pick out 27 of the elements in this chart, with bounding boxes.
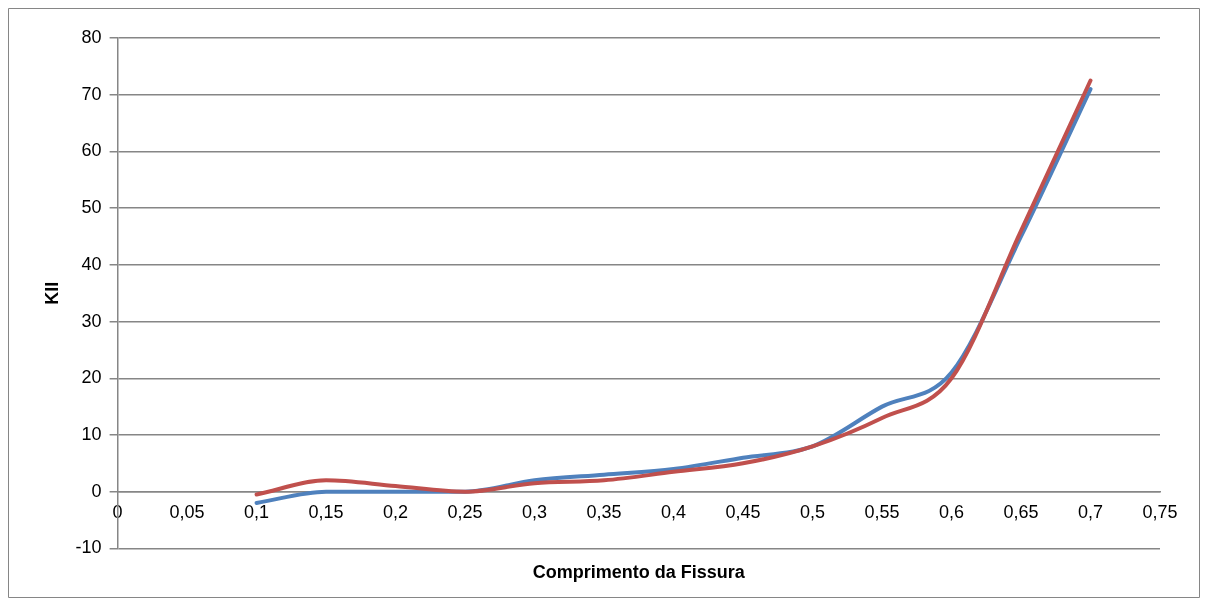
x-tick-label: 0,7 (1077, 502, 1104, 523)
y-axis-title: KII (41, 281, 62, 305)
y-tick-label: 0 (91, 480, 102, 501)
x-tick-label: 0,6 (939, 502, 965, 523)
x-tick-label: 0,25 (447, 502, 483, 523)
y-tick-label: 80 (81, 26, 102, 47)
y-tick-label: -10 (75, 537, 102, 558)
x-tick-label: 0,1 (244, 502, 270, 523)
x-tick-label: 0,5 (800, 502, 826, 523)
y-tick-label: 70 (81, 83, 102, 104)
y-tick-label: 50 (81, 197, 102, 218)
y-tick-label: 40 (81, 253, 102, 274)
x-tick-label: 0,15 (308, 502, 344, 523)
y-tick-label: 60 (81, 140, 102, 161)
x-tick-label: 0,65 (1003, 502, 1039, 523)
y-tick-label: 20 (81, 367, 102, 388)
x-tick-label: 0,45 (725, 502, 761, 523)
x-tick-label: 0,75 (1142, 502, 1178, 523)
x-tick-label: 0,4 (661, 502, 687, 523)
y-tick-label: 30 (81, 310, 102, 331)
y-tick-label: 10 (81, 423, 102, 444)
x-tick-label: 0,3 (522, 502, 548, 523)
x-tick-label: 0,2 (383, 502, 409, 523)
x-axis-title: Comprimento da Fissura (532, 562, 746, 583)
x-tick-label: 0,55 (864, 502, 900, 523)
x-tick-label: 0,05 (169, 502, 205, 523)
x-tick-label: 0,35 (586, 502, 622, 523)
